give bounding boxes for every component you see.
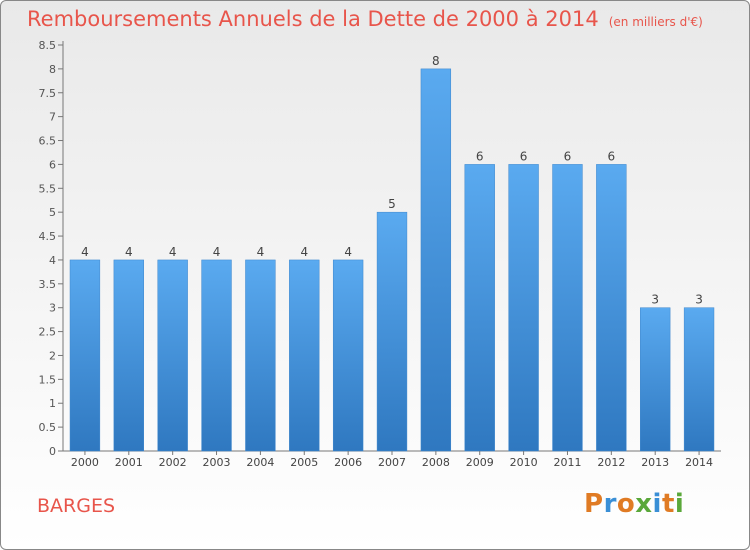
x-tick-label: 2012	[597, 456, 625, 469]
bar-2002	[157, 259, 188, 452]
proxiti-logo[interactable]: Proxiti	[584, 489, 684, 519]
x-tick-label: 2013	[641, 456, 669, 469]
y-tick-label: 3.5	[39, 278, 57, 291]
x-tick-label: 2003	[203, 456, 231, 469]
y-tick-label: 1	[49, 397, 56, 410]
x-tick-label: 2006	[334, 456, 362, 469]
logo-letter: r	[603, 489, 617, 519]
bar-2012	[596, 164, 627, 452]
data-label: 4	[169, 245, 177, 259]
x-tick-label: 2004	[246, 456, 274, 469]
bar-2008	[420, 68, 452, 452]
logo-letter: t	[661, 489, 675, 519]
y-tick-label: 5.5	[39, 182, 57, 195]
x-tick-label: 2011	[553, 456, 581, 469]
data-label: 4	[81, 245, 89, 259]
x-tick-label: 2008	[422, 456, 450, 469]
y-tick-label: 0	[49, 445, 56, 458]
logo-letter: i	[674, 489, 685, 519]
x-tick-label: 2000	[71, 456, 99, 469]
logo-letter: x	[635, 489, 653, 519]
bar-2009	[464, 164, 495, 452]
bar-2003	[201, 259, 232, 452]
logo-letter: i	[652, 489, 662, 519]
data-label: 4	[344, 245, 352, 259]
y-tick-label: 5	[49, 206, 56, 219]
bar-2001	[113, 259, 144, 452]
data-label: 6	[476, 149, 484, 163]
data-label: 4	[300, 245, 308, 259]
bar-2005	[289, 259, 320, 452]
x-tick-label: 2009	[466, 456, 494, 469]
data-label: 3	[695, 293, 703, 307]
data-label: 6	[520, 149, 528, 163]
y-tick-label: 7.5	[39, 87, 57, 100]
bar-2004	[245, 259, 276, 452]
x-tick-label: 2001	[115, 456, 143, 469]
data-label: 4	[213, 245, 221, 259]
y-tick-label: 6.5	[39, 135, 57, 148]
title-text: Remboursements Annuels de la Dette de 20…	[27, 7, 599, 31]
data-label: 6	[564, 149, 572, 163]
bar-2000	[69, 259, 101, 452]
chart-title: Remboursements Annuels de la Dette de 20…	[27, 7, 703, 31]
y-tick-label: 4.5	[39, 230, 57, 243]
y-tick-label: 2.5	[39, 326, 57, 339]
logo-letter: P	[584, 489, 604, 519]
bar-2014	[683, 307, 715, 452]
bar-2011	[552, 164, 583, 452]
x-tick-label: 2002	[159, 456, 187, 469]
bar-2006	[332, 259, 364, 452]
y-tick-label: 2	[49, 349, 56, 362]
y-tick-label: 4	[49, 254, 56, 267]
x-tick-label: 2010	[510, 456, 538, 469]
data-label: 4	[125, 245, 133, 259]
x-tick-label: 2005	[290, 456, 318, 469]
title-unit: (en milliers d'€)	[608, 15, 703, 29]
x-tick-label: 2007	[378, 456, 406, 469]
y-tick-label: 7	[49, 111, 56, 124]
data-label: 3	[651, 293, 659, 307]
x-tick-label: 2014	[685, 456, 713, 469]
y-tick-label: 3	[49, 302, 56, 315]
y-tick-label: 0.5	[39, 421, 57, 434]
place-name: BARGES	[37, 495, 116, 517]
y-tick-label: 8.5	[39, 39, 57, 52]
data-label: 4	[257, 245, 265, 259]
y-tick-label: 6	[49, 158, 56, 171]
data-label: 6	[608, 149, 616, 163]
data-label: 8	[432, 54, 440, 68]
data-label: 5	[388, 197, 396, 211]
bar-2007	[376, 211, 408, 452]
y-tick-label: 8	[49, 63, 56, 76]
bar-2010	[508, 164, 539, 452]
bar-2013	[640, 307, 671, 452]
logo-letter: o	[616, 489, 636, 519]
y-tick-label: 1.5	[39, 373, 57, 386]
